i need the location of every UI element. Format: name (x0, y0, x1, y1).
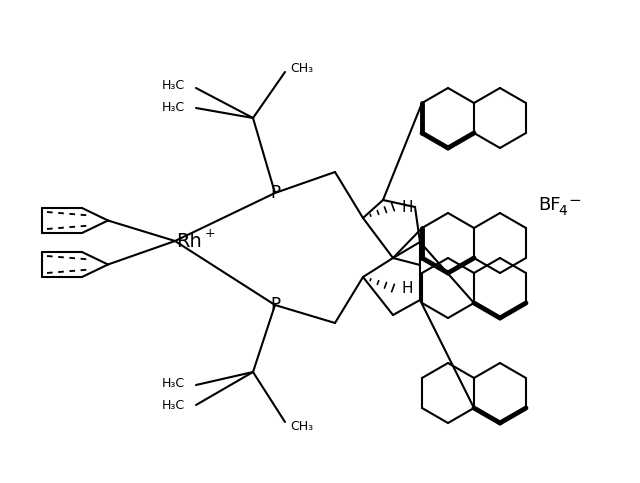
Text: H: H (401, 199, 413, 214)
Text: H: H (401, 281, 413, 296)
Text: +: + (205, 227, 216, 240)
Text: H₃C: H₃C (162, 100, 185, 114)
Text: H₃C: H₃C (162, 377, 185, 389)
Text: CH₃: CH₃ (290, 61, 313, 74)
Text: H₃C: H₃C (162, 398, 185, 412)
Text: H₃C: H₃C (162, 79, 185, 91)
Text: BF: BF (538, 196, 561, 214)
Text: Rh: Rh (176, 231, 202, 251)
Text: 4: 4 (558, 204, 567, 218)
Text: −: − (568, 193, 580, 208)
Text: P: P (270, 296, 280, 314)
Text: P: P (270, 184, 280, 202)
Text: CH₃: CH₃ (290, 420, 313, 432)
